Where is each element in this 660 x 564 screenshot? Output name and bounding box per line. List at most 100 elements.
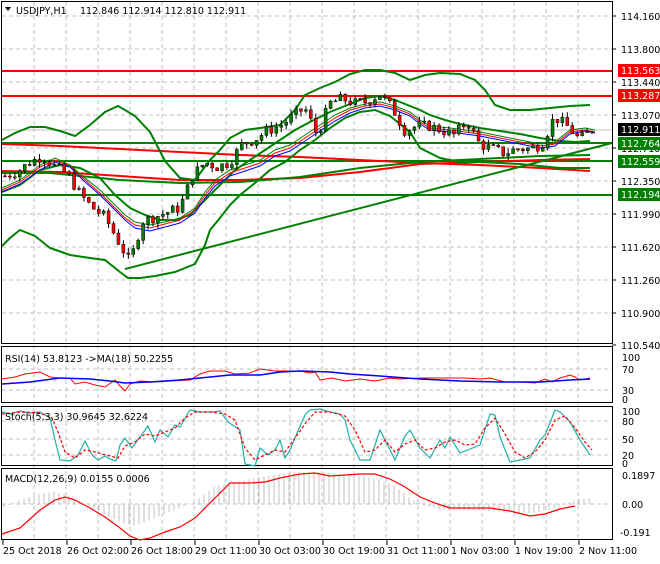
svg-text:29 Oct 11:00: 29 Oct 11:00	[195, 546, 257, 557]
candle	[87, 197, 91, 203]
price-axis[interactable]: 114.160 113.800 113.440 113.070 112.710 …	[612, 12, 660, 352]
long-ma-red	[1, 143, 591, 172]
candle	[225, 163, 229, 168]
candle	[151, 216, 155, 224]
candle	[190, 180, 195, 185]
price-tag-112764: 112.764	[621, 139, 660, 150]
svg-text:26 Oct 02:00: 26 Oct 02:00	[67, 546, 129, 557]
svg-text:110.540: 110.540	[621, 341, 660, 352]
candle	[32, 159, 37, 166]
candle	[412, 126, 417, 131]
svg-text:31 Oct 11:00: 31 Oct 11:00	[387, 546, 449, 557]
svg-text:111.260: 111.260	[621, 276, 660, 287]
candle	[358, 98, 362, 100]
candle	[417, 121, 422, 128]
candle	[166, 212, 170, 215]
candle	[432, 124, 436, 131]
candle	[397, 115, 402, 126]
svg-text:113.440: 113.440	[621, 78, 660, 89]
svg-text:26 Oct 18:00: 26 Oct 18:00	[131, 546, 193, 557]
candle	[333, 100, 338, 103]
candle	[299, 108, 303, 112]
candle	[220, 163, 224, 172]
triangle-down-icon[interactable]	[5, 7, 11, 11]
candle	[353, 98, 357, 105]
candle	[496, 144, 501, 147]
price-tag-current: 112.911	[621, 125, 660, 136]
candle	[72, 173, 76, 190]
candle	[461, 125, 466, 128]
symbol-label: USDJPY,H1	[16, 6, 67, 17]
candle	[106, 210, 111, 224]
candle	[121, 244, 126, 254]
macd-signal-line	[1, 472, 576, 541]
candle	[590, 131, 594, 133]
candle	[18, 170, 22, 178]
candle	[550, 119, 555, 137]
candle	[392, 100, 397, 116]
svg-text:2 Nov 11:00: 2 Nov 11:00	[579, 546, 637, 557]
candle	[570, 125, 575, 135]
candle	[57, 163, 62, 166]
header: USDJPY,H1 112.846 112.914 112.810 112.91…	[5, 6, 246, 17]
time-axis[interactable]: 25 Oct 2018 26 Oct 02:00 26 Oct 18:00 29…	[2, 540, 637, 557]
rsi-axis: 100 70 30 0	[622, 353, 640, 406]
price-tag-113287: 113.287	[621, 91, 660, 102]
candle	[506, 153, 510, 156]
candle	[131, 248, 136, 255]
panel-borders	[1, 1, 613, 540]
svg-text:114.160: 114.160	[621, 12, 660, 23]
svg-text:-0.191: -0.191	[620, 528, 651, 539]
candle	[531, 145, 535, 149]
candle	[314, 118, 318, 133]
svg-text:50: 50	[622, 435, 634, 446]
stoch-signal-line	[1, 411, 593, 461]
candle	[555, 119, 560, 123]
grid	[2, 2, 612, 540]
candles[interactable]	[3, 91, 594, 260]
candle	[457, 125, 461, 135]
svg-text:25 Oct 2018: 25 Oct 2018	[3, 546, 62, 557]
svg-text:0: 0	[622, 395, 628, 406]
candle	[210, 163, 214, 169]
candle	[37, 159, 42, 163]
candle	[156, 216, 160, 224]
stoch-main-line	[1, 408, 591, 467]
candle	[422, 120, 427, 123]
svg-text:111.620: 111.620	[621, 243, 660, 254]
candle	[309, 109, 313, 119]
candle	[13, 176, 17, 179]
candle	[47, 161, 52, 166]
candle	[585, 131, 589, 133]
candle	[249, 143, 254, 146]
candle	[516, 148, 520, 151]
candle	[195, 166, 200, 181]
candle	[22, 164, 27, 171]
candle	[501, 146, 505, 156]
long-ma-green	[2, 154, 591, 185]
candle	[368, 102, 372, 105]
candle	[575, 133, 579, 136]
candle	[383, 95, 387, 98]
candle	[254, 140, 259, 146]
candle	[540, 147, 545, 152]
candle	[521, 148, 525, 152]
candle	[170, 205, 175, 213]
candle	[545, 136, 550, 149]
candle	[378, 95, 382, 100]
candle	[511, 148, 515, 154]
trendline[interactable]	[124, 142, 613, 270]
ma-mid	[1, 103, 596, 229]
price-tag-113563: 113.563	[621, 66, 660, 77]
svg-text:30: 30	[622, 386, 634, 397]
ma-slow	[1, 105, 596, 232]
candle	[274, 126, 279, 134]
candle	[259, 135, 264, 141]
svg-text:100: 100	[622, 407, 640, 418]
candle	[161, 214, 165, 217]
candle	[466, 126, 471, 129]
svg-text:113.070: 113.070	[621, 111, 660, 122]
candle	[175, 205, 180, 213]
candle	[328, 100, 333, 109]
